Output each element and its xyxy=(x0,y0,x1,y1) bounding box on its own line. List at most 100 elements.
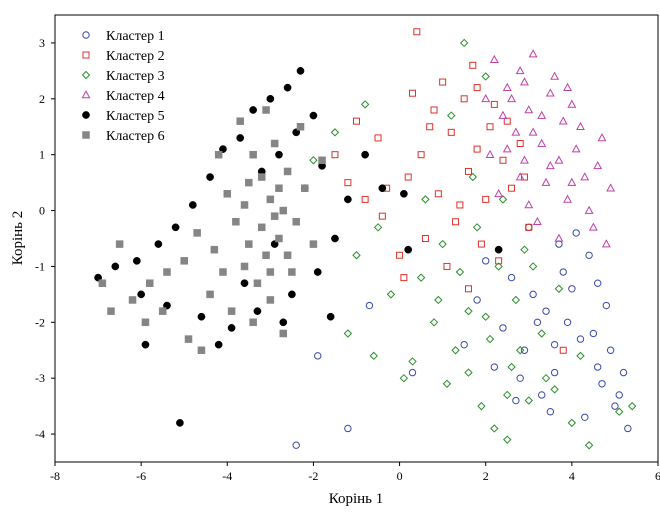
data-point-series-4 xyxy=(606,183,616,192)
data-point-series-2 xyxy=(417,151,425,159)
data-point-series-5 xyxy=(283,83,292,92)
data-point-series-6 xyxy=(223,190,232,198)
data-point-series-3 xyxy=(459,38,469,48)
data-point-series-2 xyxy=(473,145,481,153)
data-point-series-3 xyxy=(515,346,525,355)
data-point-series-4 xyxy=(498,110,508,119)
data-point-series-4 xyxy=(567,99,577,108)
legend-marker-1 xyxy=(82,31,90,39)
data-point-series-4 xyxy=(524,200,534,209)
plot-frame xyxy=(54,14,659,463)
data-point-series-3 xyxy=(438,239,447,249)
x-tick-label: 4 xyxy=(569,469,575,483)
data-point-series-2 xyxy=(344,179,352,187)
y-axis-title: Корінь 2 xyxy=(10,211,26,266)
data-point-series-6 xyxy=(266,268,275,276)
y-tick-label: -1 xyxy=(35,259,45,273)
legend-label-1: Кластер 1 xyxy=(106,29,165,44)
data-point-series-4 xyxy=(507,93,516,103)
data-point-series-6 xyxy=(301,184,309,192)
data-point-series-6 xyxy=(279,329,288,338)
data-point-series-2 xyxy=(434,190,442,198)
data-point-series-2 xyxy=(400,274,408,282)
data-point-series-4 xyxy=(502,144,512,153)
data-point-series-4 xyxy=(571,144,581,153)
data-point-series-1 xyxy=(473,296,481,304)
data-point-series-2 xyxy=(460,95,468,103)
data-point-series-3 xyxy=(451,346,460,355)
data-point-series-6 xyxy=(236,117,244,125)
data-point-series-4 xyxy=(541,177,551,186)
data-point-series-2 xyxy=(490,100,498,108)
data-point-series-1 xyxy=(365,301,374,310)
data-point-series-5 xyxy=(331,234,339,243)
data-point-series-3 xyxy=(584,441,594,450)
data-point-series-2 xyxy=(508,184,516,192)
legend-label-5: Кластер 5 xyxy=(106,109,165,124)
data-point-series-5 xyxy=(404,245,413,254)
data-point-series-6 xyxy=(210,245,219,254)
legend-marker-3 xyxy=(81,70,91,80)
data-point-series-1 xyxy=(533,318,542,327)
data-point-series-6 xyxy=(292,217,300,226)
data-point-series-3 xyxy=(550,385,559,394)
data-point-series-2 xyxy=(520,173,528,181)
data-point-series-3 xyxy=(567,418,577,428)
data-point-series-1 xyxy=(529,290,537,299)
data-point-series-4 xyxy=(545,88,555,97)
data-point-series-1 xyxy=(507,273,516,282)
data-point-series-5 xyxy=(253,307,262,315)
data-point-series-4 xyxy=(550,71,560,80)
data-point-series-3 xyxy=(464,306,473,316)
data-point-series-5 xyxy=(219,145,227,153)
data-point-series-4 xyxy=(511,127,521,136)
data-point-series-1 xyxy=(344,424,352,433)
data-point-series-5 xyxy=(326,312,335,321)
data-point-series-1 xyxy=(520,346,529,354)
data-point-series-2 xyxy=(486,123,494,131)
data-point-series-4 xyxy=(524,105,534,114)
data-point-series-6 xyxy=(180,257,188,265)
data-point-series-6 xyxy=(296,123,305,131)
data-point-series-5 xyxy=(288,290,296,299)
data-point-series-5 xyxy=(494,245,503,254)
data-point-series-6 xyxy=(270,139,279,148)
legend-marker-2 xyxy=(82,51,90,59)
data-point-series-6 xyxy=(257,223,266,232)
y-tick-label: 0 xyxy=(39,204,45,218)
series-3 xyxy=(309,38,637,450)
data-point-series-4 xyxy=(485,149,495,158)
data-point-series-3 xyxy=(481,72,490,81)
y-tick-label: 1 xyxy=(39,148,45,162)
data-point-series-3 xyxy=(360,100,370,109)
data-point-series-3 xyxy=(490,424,499,433)
data-point-series-3 xyxy=(503,390,512,400)
data-point-series-4 xyxy=(554,233,564,242)
data-point-series-6 xyxy=(214,150,223,159)
legend-label-4: Кластер 4 xyxy=(106,89,165,104)
data-point-series-3 xyxy=(429,318,439,327)
data-point-series-5 xyxy=(214,340,223,349)
x-axis-title: Корінь 1 xyxy=(329,491,384,507)
data-point-series-1 xyxy=(585,251,593,259)
data-point-series-5 xyxy=(171,223,180,232)
data-point-series-2 xyxy=(426,123,434,131)
data-point-series-4 xyxy=(494,188,504,198)
data-point-series-5 xyxy=(266,94,275,103)
data-point-series-5 xyxy=(296,67,305,75)
data-point-series-5 xyxy=(378,184,387,193)
y-tick-label: 3 xyxy=(39,36,45,50)
data-point-series-3 xyxy=(442,379,452,388)
data-point-series-3 xyxy=(434,295,443,305)
data-point-series-5 xyxy=(275,150,283,159)
data-point-series-1 xyxy=(460,340,468,349)
data-point-series-1 xyxy=(482,257,490,265)
data-point-series-3 xyxy=(520,245,529,254)
data-point-series-1 xyxy=(611,402,619,410)
data-point-series-6 xyxy=(240,262,249,271)
data-point-series-5 xyxy=(361,150,369,159)
series-2 xyxy=(331,28,567,354)
data-point-series-5 xyxy=(188,201,197,209)
data-point-series-2 xyxy=(525,223,533,231)
data-point-series-6 xyxy=(275,184,283,192)
